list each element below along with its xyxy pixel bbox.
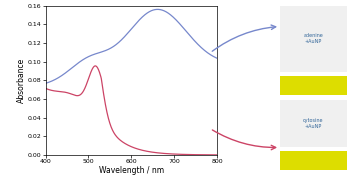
Text: adenine
+AuNP: adenine +AuNP xyxy=(303,33,323,44)
X-axis label: Wavelength / nm: Wavelength / nm xyxy=(99,166,164,174)
Y-axis label: Absorbance: Absorbance xyxy=(17,58,26,103)
Text: cytosine
+AuNP: cytosine +AuNP xyxy=(303,118,323,129)
